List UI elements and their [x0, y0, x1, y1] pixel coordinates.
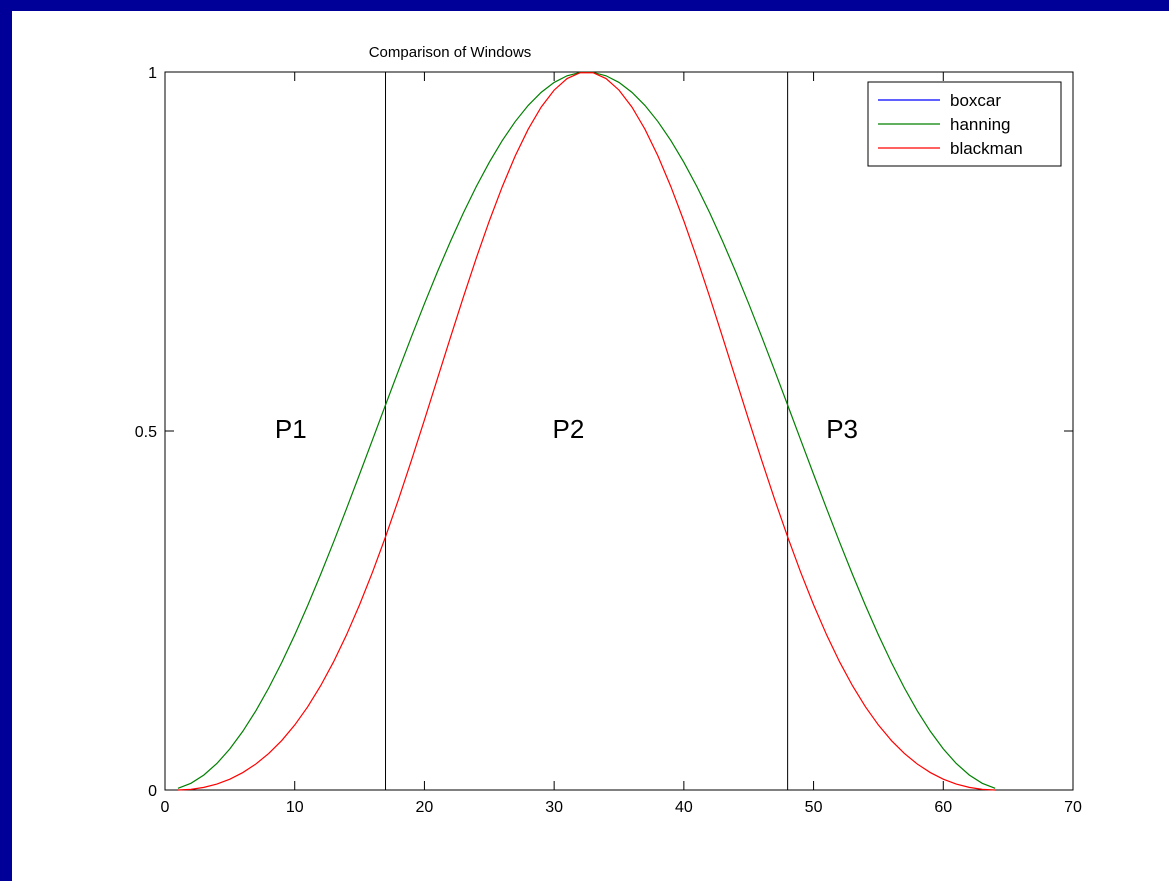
- series-lines: [177, 71, 996, 791]
- x-tick-label: 70: [1064, 799, 1082, 816]
- partition-lines: [385, 72, 789, 790]
- window-comparison-chart: Comparison of Windows 0 10 20 30 40 50 60 70 00…: [135, 44, 1082, 816]
- series-line-blackman: [177, 72, 996, 791]
- x-tick-label: 60: [934, 799, 952, 816]
- y-tick-label: 1: [148, 65, 157, 82]
- x-axis: 0 10 20 30 40 50 60 70: [161, 72, 1082, 816]
- y-axis: 00.51: [135, 65, 1073, 800]
- partition-label: P1: [275, 414, 307, 444]
- partition-label: P3: [826, 414, 858, 444]
- y-tick-label: 0: [148, 783, 157, 800]
- x-tick-label: 50: [805, 799, 823, 816]
- y-tick-label: 0.5: [135, 424, 157, 441]
- legend: boxcar hanning blackman: [867, 81, 1062, 167]
- x-tick-label: 40: [675, 799, 693, 816]
- legend-label-hanning: hanning: [950, 115, 1011, 134]
- plot-area: [164, 71, 1074, 791]
- x-tick-label: 20: [416, 799, 434, 816]
- legend-label-boxcar: boxcar: [950, 91, 1001, 110]
- legend-label-blackman: blackman: [950, 139, 1023, 158]
- x-tick-label: 10: [286, 799, 304, 816]
- chart-title: Comparison of Windows: [369, 44, 532, 61]
- x-tick-label: 0: [161, 799, 170, 816]
- partition-label: P2: [553, 414, 585, 444]
- x-tick-label: 30: [545, 799, 563, 816]
- partition-labels: P1 P2 P3: [275, 414, 858, 444]
